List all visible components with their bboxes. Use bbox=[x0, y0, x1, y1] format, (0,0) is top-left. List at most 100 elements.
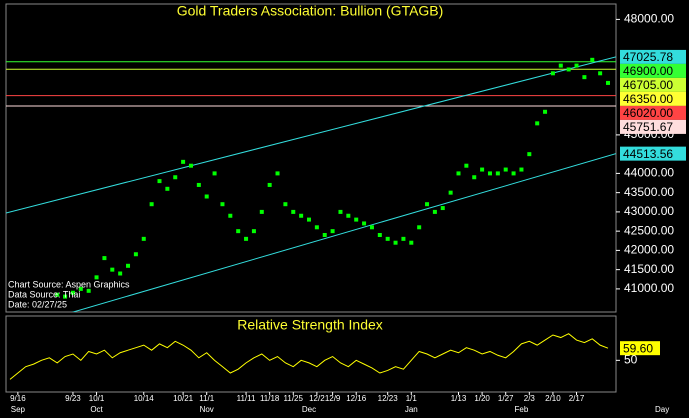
plot-area bbox=[6, 56, 616, 312]
value-box bbox=[620, 49, 686, 64]
price-point bbox=[236, 229, 241, 234]
price-point bbox=[527, 152, 532, 157]
month-label: Feb bbox=[515, 405, 529, 414]
y-tick-label: 44000.00 bbox=[624, 166, 674, 180]
x-tick-label: 10/21 bbox=[173, 394, 194, 403]
price-point bbox=[401, 236, 406, 241]
x-tick-label: 9/23 bbox=[65, 394, 81, 403]
price-point bbox=[196, 182, 201, 187]
price-point bbox=[535, 121, 540, 126]
x-axis-label: Day bbox=[655, 405, 669, 414]
price-point bbox=[519, 167, 524, 172]
month-label: Jan bbox=[405, 405, 418, 414]
price-point bbox=[606, 80, 610, 85]
x-tick-label: 12/9 bbox=[325, 394, 341, 403]
x-tick-label: 1/13 bbox=[451, 394, 467, 403]
y-tick-label: 41500.00 bbox=[624, 262, 674, 276]
x-tick-label: 1/1 bbox=[406, 394, 418, 403]
x-tick-label: 11/1 bbox=[199, 394, 215, 403]
price-point bbox=[511, 171, 516, 176]
price-point bbox=[275, 171, 280, 176]
price-point bbox=[86, 288, 91, 293]
price-point bbox=[464, 163, 469, 168]
price-point bbox=[126, 263, 131, 268]
month-label: Nov bbox=[200, 405, 214, 414]
price-point bbox=[417, 225, 422, 230]
value-box-label: 46705.00 bbox=[623, 78, 673, 92]
price-point bbox=[149, 202, 154, 207]
price-point bbox=[251, 229, 256, 234]
price-point bbox=[70, 290, 75, 295]
value-box-label: 47025.78 bbox=[623, 50, 673, 64]
price-point bbox=[267, 182, 272, 187]
price-point bbox=[181, 159, 186, 164]
x-tick-label: 1/20 bbox=[474, 394, 490, 403]
price-point bbox=[503, 167, 508, 172]
month-label: Oct bbox=[90, 405, 103, 414]
value-box bbox=[620, 119, 686, 134]
price-point bbox=[574, 63, 579, 68]
value-box-label: 46900.00 bbox=[623, 64, 673, 78]
y-tick-label: 48000.00 bbox=[624, 12, 674, 26]
price-point bbox=[220, 202, 225, 207]
x-tick-label: 2/3 bbox=[524, 394, 536, 403]
y-tick-label: 50 bbox=[624, 353, 638, 367]
price-point bbox=[448, 190, 453, 195]
rsi-frame bbox=[5, 315, 617, 393]
price-point bbox=[456, 171, 461, 176]
price-point bbox=[141, 236, 146, 241]
price-point bbox=[440, 206, 445, 211]
price-point bbox=[425, 202, 430, 207]
price-point bbox=[566, 67, 571, 72]
price-point bbox=[244, 236, 249, 241]
x-tick-label: 2/17 bbox=[569, 394, 585, 403]
price-point bbox=[133, 252, 138, 257]
x-tick-label: 2/10 bbox=[545, 394, 561, 403]
price-point bbox=[212, 171, 217, 176]
price-point bbox=[385, 236, 390, 241]
x-tick-label: 11/11 bbox=[237, 394, 256, 403]
y-tick-label: 43000.00 bbox=[624, 204, 674, 218]
channel-line bbox=[6, 56, 616, 214]
value-box-label: 45751.67 bbox=[623, 120, 673, 134]
x-tick-label: 10/1 bbox=[89, 394, 105, 403]
month-label: Dec bbox=[302, 405, 316, 414]
price-point bbox=[354, 217, 359, 222]
price-point bbox=[228, 213, 233, 218]
price-point bbox=[582, 75, 587, 80]
y-tick-label: 42500.00 bbox=[624, 223, 674, 237]
price-point bbox=[472, 175, 477, 180]
value-box bbox=[620, 77, 686, 92]
price-point bbox=[110, 267, 115, 272]
price-point bbox=[393, 240, 398, 245]
x-tick-label: 1/27 bbox=[498, 394, 514, 403]
value-box bbox=[620, 91, 686, 106]
price-point bbox=[94, 275, 99, 280]
price-point bbox=[204, 194, 209, 199]
x-tick-label: 9/16 bbox=[10, 394, 26, 403]
price-point bbox=[543, 109, 548, 114]
annotation: Date: 02/27/25 bbox=[8, 299, 67, 309]
main-frame bbox=[5, 3, 617, 313]
value-box-label: 59.60 bbox=[623, 341, 653, 355]
value-box bbox=[620, 146, 686, 161]
price-point bbox=[495, 171, 500, 176]
price-point bbox=[558, 63, 563, 68]
value-box bbox=[620, 341, 660, 356]
price-point bbox=[550, 71, 555, 76]
price-point bbox=[409, 240, 414, 245]
y-tick-label: 42000.00 bbox=[624, 243, 674, 257]
annotation: Data Source: Thai bbox=[8, 289, 80, 299]
price-point bbox=[259, 209, 264, 214]
x-tick-label: 11/25 bbox=[284, 394, 304, 403]
price-point bbox=[291, 209, 296, 214]
price-point bbox=[283, 202, 288, 207]
value-box-label: 46020.00 bbox=[623, 106, 673, 120]
price-point bbox=[188, 163, 193, 168]
price-point bbox=[346, 213, 351, 218]
price-point bbox=[314, 225, 319, 230]
price-point bbox=[165, 186, 170, 191]
x-tick-label: 10/14 bbox=[134, 394, 155, 403]
